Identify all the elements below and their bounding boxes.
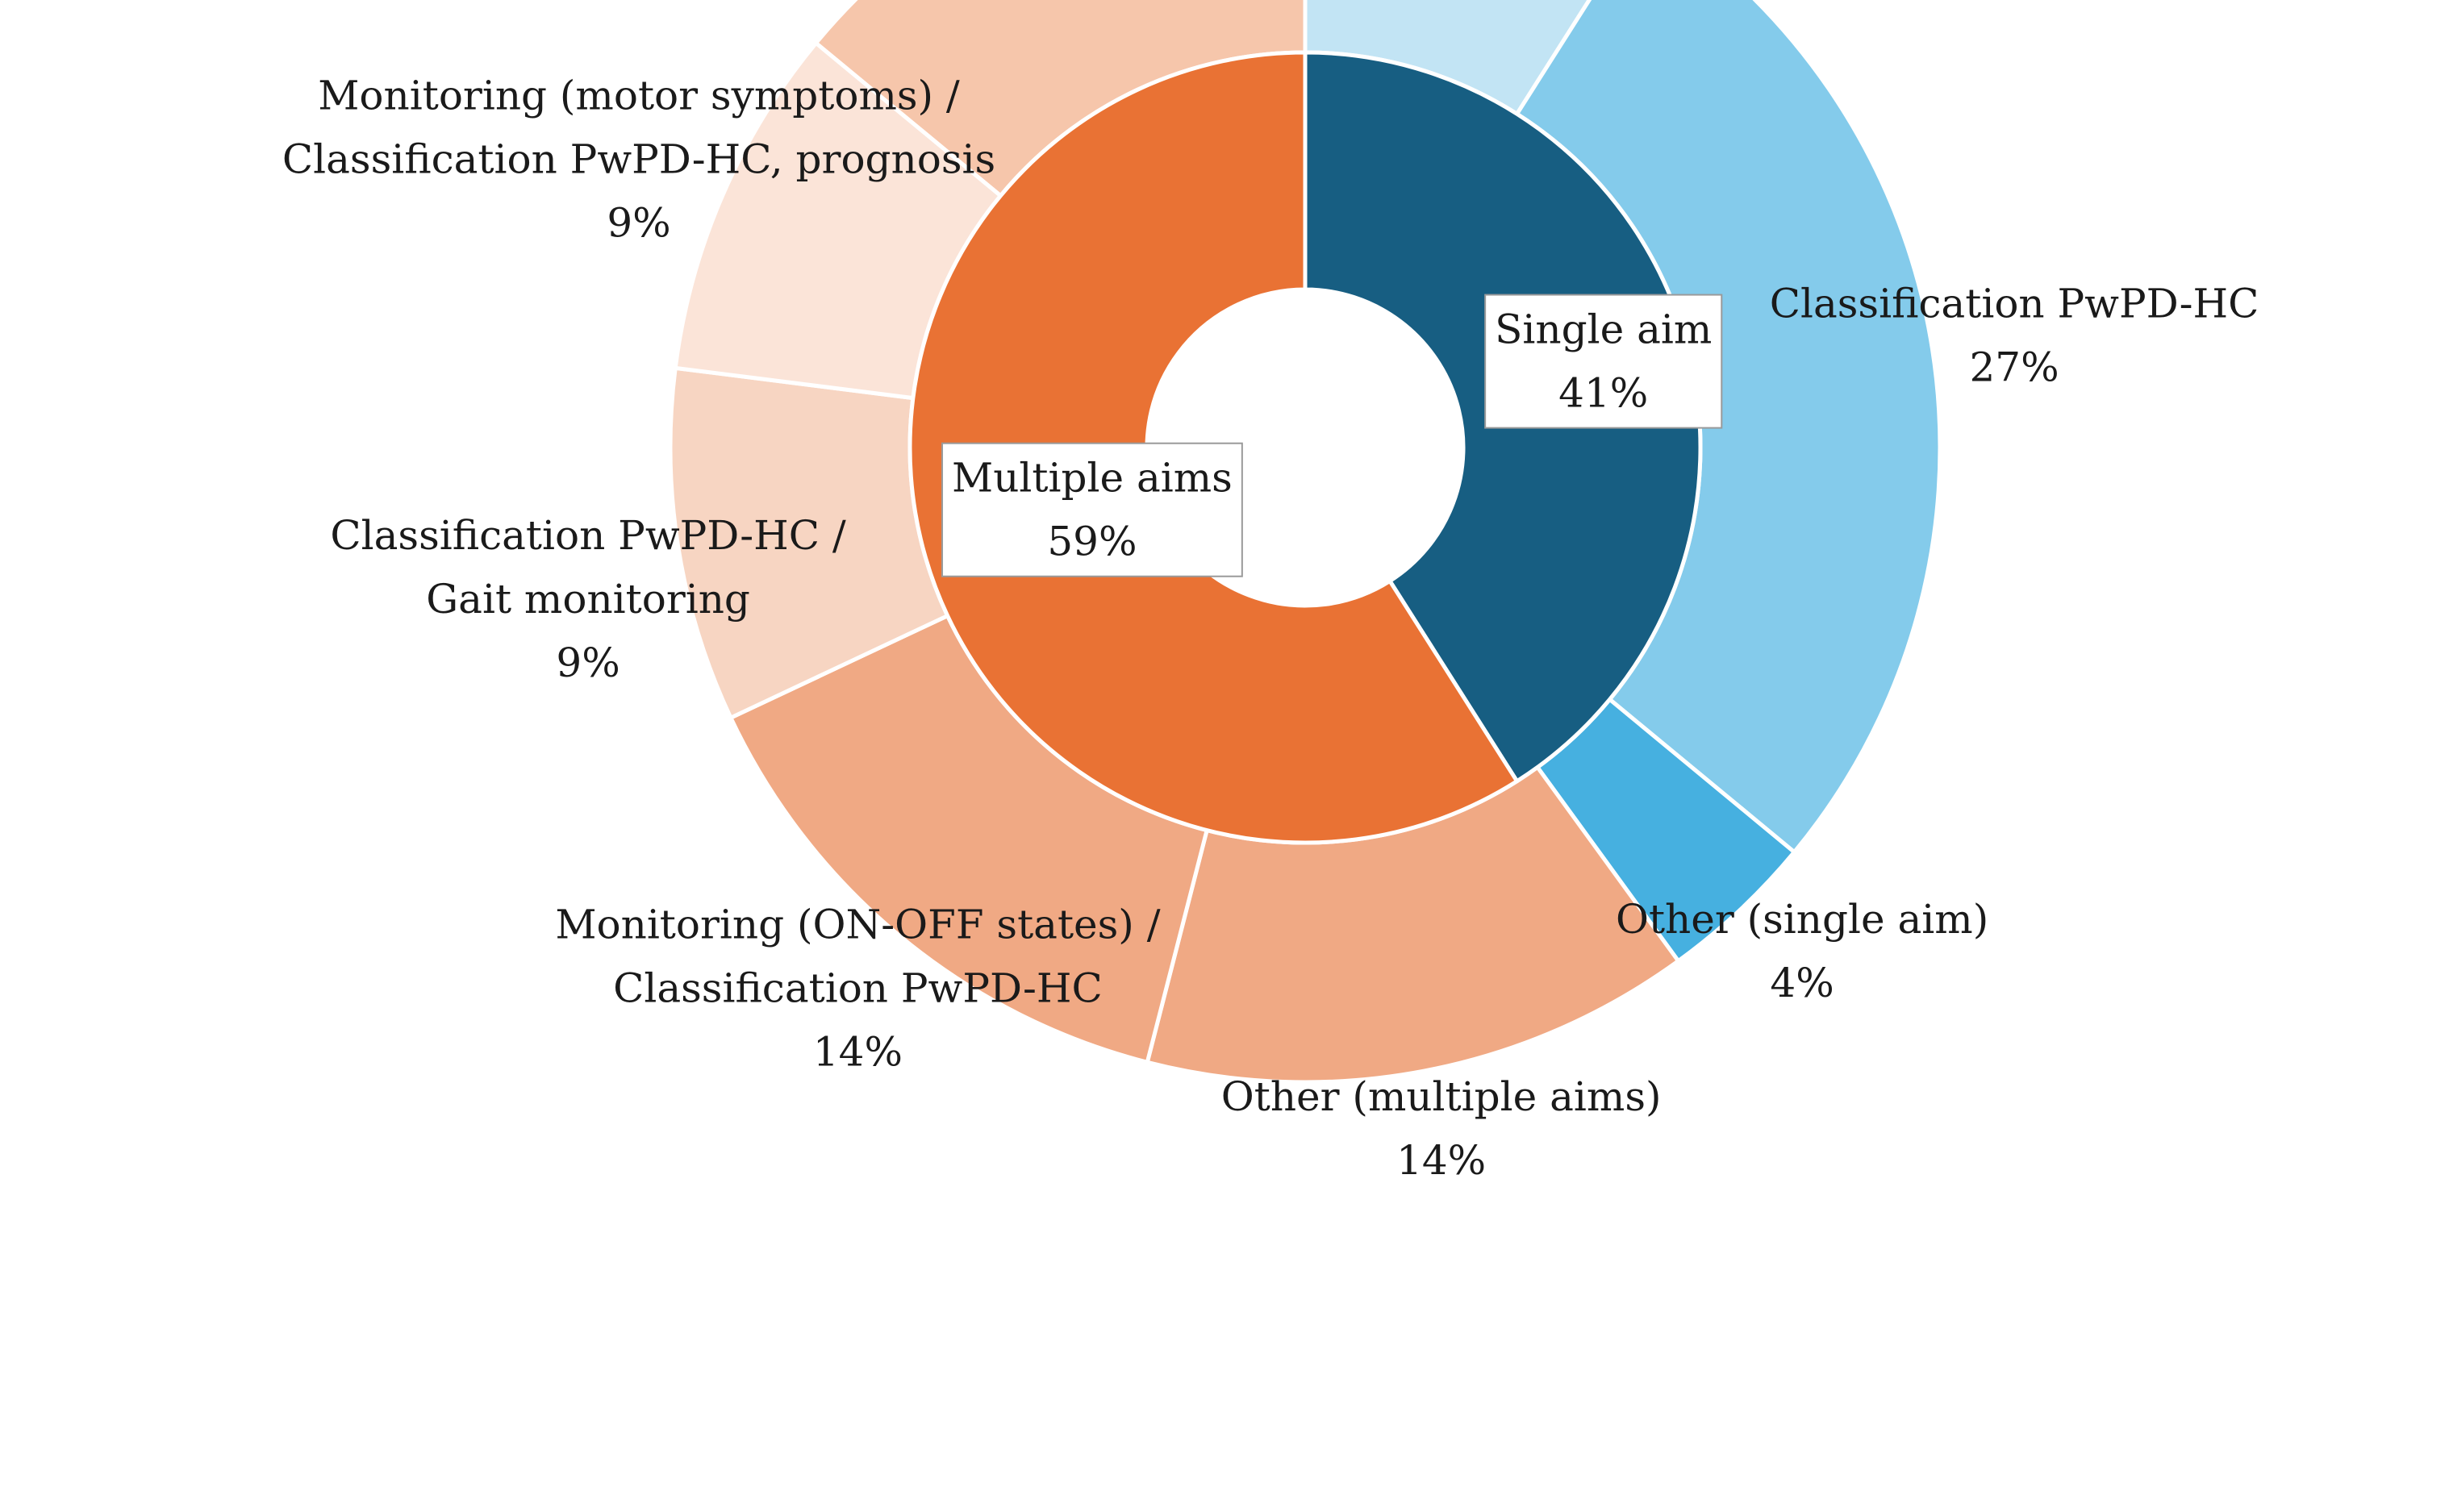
outer-label-other-multiple-aims: Other (multiple aims) 14% xyxy=(1221,1073,1662,1184)
outer-label-monitoring-motor-symptoms-classification-pwpd-hc-prognosis: Monitoring (motor symptoms) / Classificat… xyxy=(282,73,995,247)
outer-label-classification-pwpd-hc: Classification PwPD-HC 27% xyxy=(1770,280,2259,390)
outer-label-classification-pwpd-hc-gait-monitoring: Classification PwPD-HC / Gait monitoring 9… xyxy=(330,512,846,686)
outer-labels: Monitoring9%Classification PwPD-HC27%Oth… xyxy=(282,73,2259,1184)
outer-ring xyxy=(668,0,1942,1085)
inner-label-text: Single aim 41% xyxy=(1495,306,1712,417)
inner-labels: Single aim 41% Multiple aims 59% xyxy=(941,294,1723,577)
inner-label-single-aim: Single aim 41% xyxy=(1484,294,1723,429)
outer-label-other-single-aim: Other (single aim) 4% xyxy=(1616,896,1988,1006)
inner-label-box xyxy=(941,442,1243,577)
inner-label-box xyxy=(1484,294,1723,429)
inner-label-text: Multiple aims 59% xyxy=(952,455,1233,565)
inner-label-multiple-aims: Multiple aims 59% xyxy=(941,442,1243,577)
outer-label-monitoring-on-off-states-classification-pwpd-hc: Monitoring (ON-OFF states) / Classificati… xyxy=(555,901,1160,1075)
